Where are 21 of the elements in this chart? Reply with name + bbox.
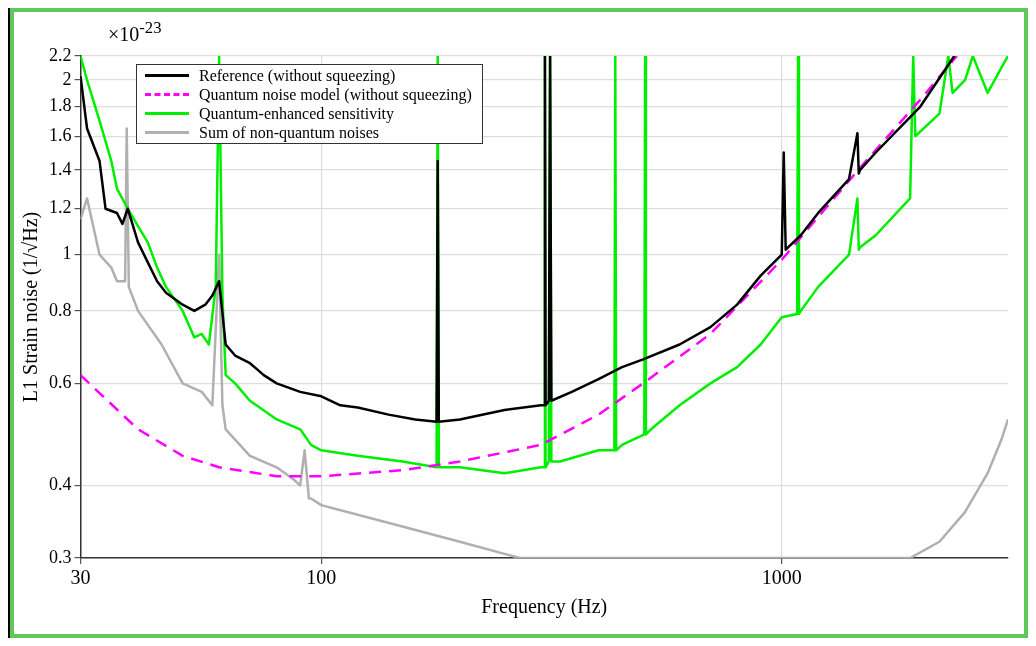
y-tick-label: 0.4 [49, 474, 72, 495]
x-tick-label: 1000 [761, 566, 802, 589]
y-tick-label: 0.8 [49, 299, 72, 320]
y-axis-title: L1 Strain noise (1/√Hz) [19, 211, 43, 403]
y-tick-label: 1.8 [49, 95, 72, 116]
x-tick-label: 30 [70, 566, 91, 589]
y-tick-label: 1.6 [49, 124, 72, 145]
legend-label: Reference (without squeezing) [199, 66, 396, 85]
y-tick-label: 1.2 [49, 197, 72, 218]
y-tick-label: 1.4 [49, 158, 72, 179]
y-tick-label: 2 [62, 68, 72, 89]
text: ×10$^{-23}$ [108, 18, 162, 46]
x-tick-label: 100 [306, 566, 337, 589]
y-tick-label: 0.3 [49, 546, 72, 567]
legend-label: Quantum-enhanced sensitivity [199, 104, 395, 123]
legend-label: Quantum noise model (without squeezing) [199, 85, 472, 104]
x-axis-title: Frequency (Hz) [481, 595, 608, 619]
y-tick-label: 1 [62, 243, 72, 264]
y-tick-label: 2.2 [49, 44, 72, 65]
y-tick-label: 0.6 [49, 372, 72, 393]
legend-label: Sum of non-quantum noises [199, 123, 379, 142]
